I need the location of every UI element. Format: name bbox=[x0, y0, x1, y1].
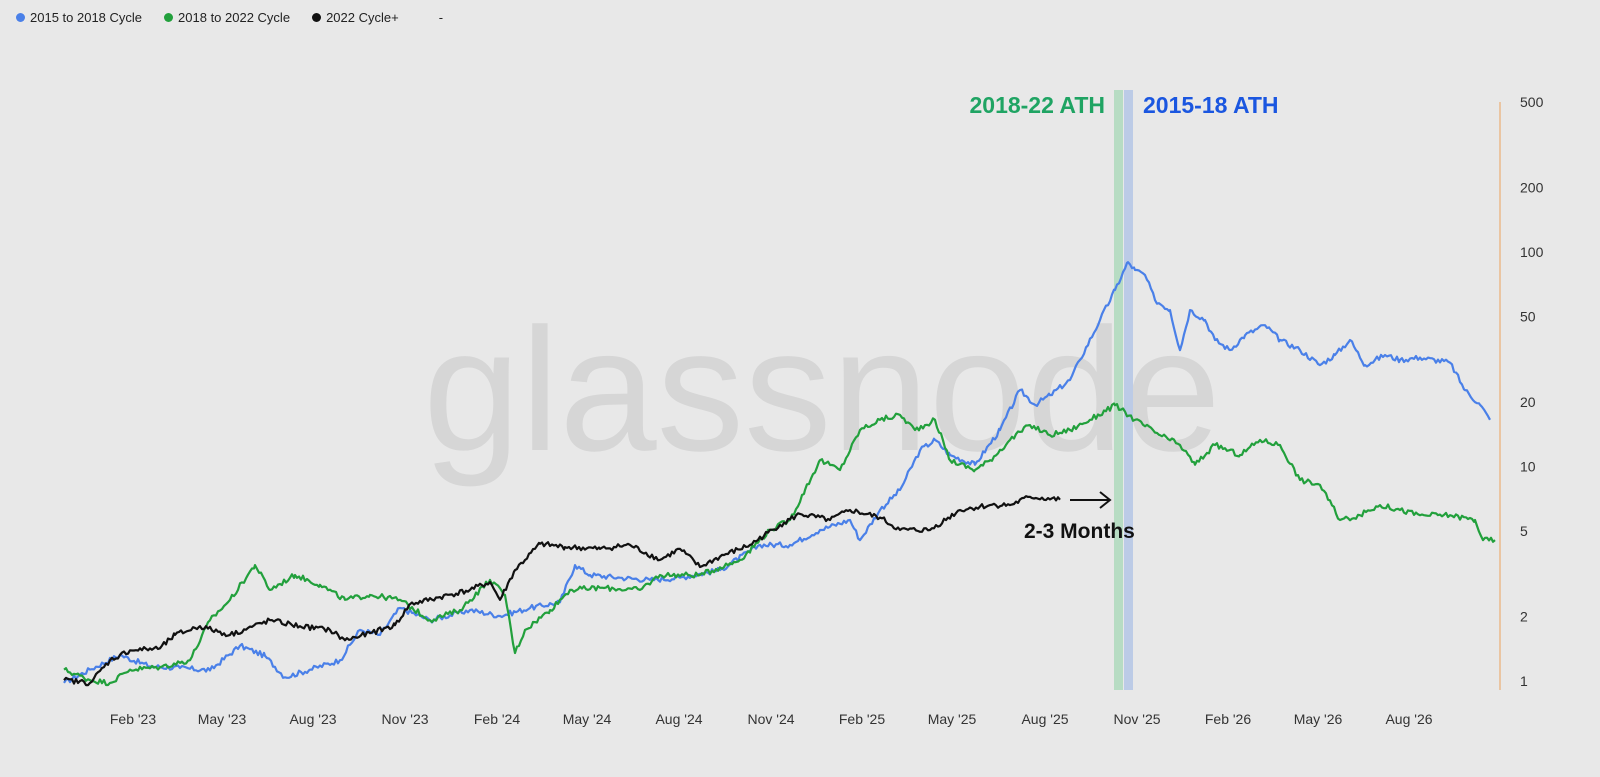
x-tick-label: Feb '26 bbox=[1205, 711, 1251, 727]
y-tick-label: 10 bbox=[1520, 459, 1536, 475]
x-tick-label: May '23 bbox=[198, 711, 247, 727]
x-tick-label: Feb '23 bbox=[110, 711, 156, 727]
x-tick-label: May '26 bbox=[1294, 711, 1343, 727]
x-tick-label: Aug '26 bbox=[1385, 711, 1432, 727]
legend-dot bbox=[164, 13, 174, 22]
x-tick-label: Nov '25 bbox=[1113, 711, 1160, 727]
x-tick-label: May '24 bbox=[563, 711, 612, 727]
legend-dot bbox=[312, 13, 322, 22]
x-tick-label: Aug '23 bbox=[289, 711, 336, 727]
y-tick-label: 200 bbox=[1520, 179, 1544, 195]
ath-band-0 bbox=[1114, 90, 1123, 690]
x-tick-label: Nov '24 bbox=[747, 711, 794, 727]
y-tick-label: 20 bbox=[1520, 394, 1536, 410]
ath-band-1 bbox=[1124, 90, 1133, 690]
x-tick-label: Aug '24 bbox=[655, 711, 702, 727]
months-label: 2-3 Months bbox=[1024, 520, 1135, 543]
legend: 2015 to 2018 Cycle 2018 to 2022 Cycle 20… bbox=[16, 10, 443, 25]
legend-item-dash[interactable]: - bbox=[438, 10, 444, 25]
legend-item-2018-2022[interactable]: 2018 to 2022 Cycle bbox=[164, 10, 290, 25]
legend-dot bbox=[16, 13, 25, 22]
series-line-0 bbox=[63, 261, 1491, 684]
y-tick-label: 500 bbox=[1520, 94, 1544, 110]
x-tick-label: May '25 bbox=[928, 711, 977, 727]
legend-item-2015-2018[interactable]: 2015 to 2018 Cycle bbox=[16, 10, 142, 25]
y-tick-label: 50 bbox=[1520, 309, 1536, 325]
ath-2018-22-label: 2018-22 ATH bbox=[969, 92, 1105, 118]
ath-2015-18-label: 2015-18 ATH bbox=[1143, 92, 1279, 118]
months-arrow bbox=[1070, 491, 1112, 509]
x-tick-label: Aug '25 bbox=[1021, 711, 1068, 727]
x-tick-label: Feb '25 bbox=[839, 711, 885, 727]
watermark: glassnode bbox=[423, 293, 1221, 488]
y-tick-label: 100 bbox=[1520, 244, 1544, 260]
series-line-1 bbox=[63, 402, 1496, 687]
y-tick-label: 5 bbox=[1520, 523, 1528, 539]
x-tick-label: Nov '23 bbox=[381, 711, 428, 727]
y-tick-label: 1 bbox=[1520, 673, 1528, 689]
x-tick-label: Feb '24 bbox=[474, 711, 520, 727]
y-tick-label: 2 bbox=[1520, 608, 1528, 624]
legend-item-2022-plus[interactable]: 2022 Cycle+ bbox=[312, 10, 399, 25]
series-line-2 bbox=[63, 495, 1061, 687]
